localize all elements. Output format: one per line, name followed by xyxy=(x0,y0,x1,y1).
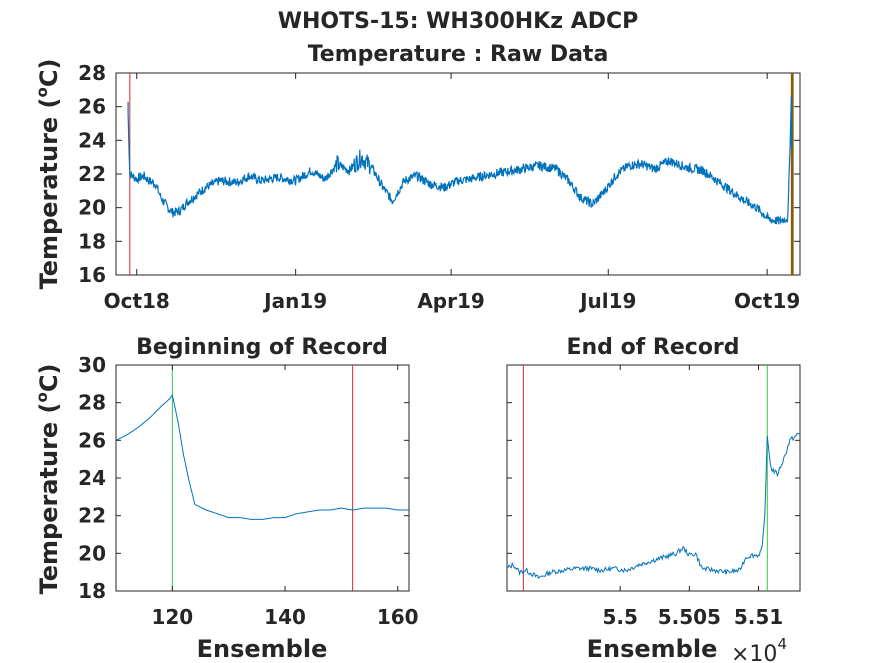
top-y-tick-label: 20 xyxy=(78,196,106,220)
top-ylabel-post: C) xyxy=(35,59,63,88)
x-multiplier-base: ×10 xyxy=(731,642,777,663)
figure-title-line1: WHOTS-15: WH300HKz ADCP xyxy=(278,9,639,34)
bottom-right-plot-area xyxy=(506,364,801,592)
bottom-right-x-tick-label: 5.505 xyxy=(658,605,721,629)
bottom-left-x-tick-label: 120 xyxy=(151,605,193,629)
bottom-right-marker-lines xyxy=(522,365,768,591)
top-y-tick-label: 24 xyxy=(78,128,106,152)
bottom-right-x-tick-label: 5.51 xyxy=(734,605,783,629)
top-y-tick-label: 22 xyxy=(78,162,106,186)
top-y-axis-label: Temperature (oC) xyxy=(33,59,63,290)
bottom-left-x-tick-label: 140 xyxy=(264,605,306,629)
top-plot-area xyxy=(115,72,801,276)
top-ylabel-pre: Temperature ( xyxy=(35,97,63,289)
bottom-left-y-axis-label: Temperature (oC) xyxy=(33,364,63,595)
top-ylabel-sup: o xyxy=(33,87,51,97)
bottom-right-axis-ticks: 5.5 5.505 5.51 xyxy=(507,364,800,629)
bottom-left-y-tick-label: 18 xyxy=(78,579,106,603)
bottom-left-y-tick-label: 28 xyxy=(78,391,106,415)
bottom-left-y-tick-label: 30 xyxy=(78,353,106,377)
bottom-right-x-axis-label: Ensemble xyxy=(587,635,718,663)
bottom-left-y-tick-label: 20 xyxy=(78,541,106,565)
bottom-left-panel: Beginning of Record 18 20 22 24 26 28 30 120 140… xyxy=(33,335,419,663)
bottom-left-y-tick-label: 22 xyxy=(78,504,106,528)
figure-title-line2: Temperature : Raw Data xyxy=(308,42,609,67)
top-axis-ticks: 16 18 20 22 24 26 28 Oct18 Jan19 Apr19 Jul19 Oct19 xyxy=(78,61,800,313)
top-series-line xyxy=(127,95,792,225)
bl-ylabel-post: C) xyxy=(35,364,63,393)
bottom-right-panel: End of Record 5.5 5.505 5.51 Ensemble ×104 xyxy=(506,335,801,663)
x-multiplier-exp: 4 xyxy=(777,635,787,653)
bottom-left-x-tick-label: 160 xyxy=(377,605,419,629)
bottom-right-x-tick-label: 5.5 xyxy=(602,605,637,629)
bl-ylabel-pre: Temperature ( xyxy=(35,402,63,594)
top-x-tick-label: Jul19 xyxy=(578,289,636,313)
bottom-right-title: End of Record xyxy=(566,335,739,360)
top-x-tick-label: Oct19 xyxy=(734,289,800,313)
top-y-tick-label: 16 xyxy=(78,263,106,287)
top-y-tick-label: 18 xyxy=(78,229,106,253)
top-x-tick-label: Apr19 xyxy=(417,289,485,313)
top-y-tick-label: 26 xyxy=(78,95,106,119)
top-y-tick-label: 28 xyxy=(78,61,106,85)
bottom-left-y-tick-label: 26 xyxy=(78,428,106,452)
bottom-left-y-tick-label: 24 xyxy=(78,466,106,490)
bottom-right-x-multiplier: ×104 xyxy=(731,635,787,663)
bl-ylabel-sup: o xyxy=(33,392,51,402)
bottom-left-axis-ticks: 18 20 22 24 26 28 30 120 140 160 xyxy=(78,353,418,629)
top-x-tick-label: Oct18 xyxy=(104,289,170,313)
top-x-tick-label: Jan19 xyxy=(262,289,327,313)
bottom-left-x-axis-label: Ensemble xyxy=(197,635,328,663)
bottom-left-plot-area xyxy=(115,364,410,592)
bottom-left-series-line xyxy=(115,393,409,520)
bottom-left-title: Beginning of Record xyxy=(136,335,388,360)
bottom-right-series-line xyxy=(506,432,801,580)
bottom-left-marker-lines xyxy=(171,365,354,591)
